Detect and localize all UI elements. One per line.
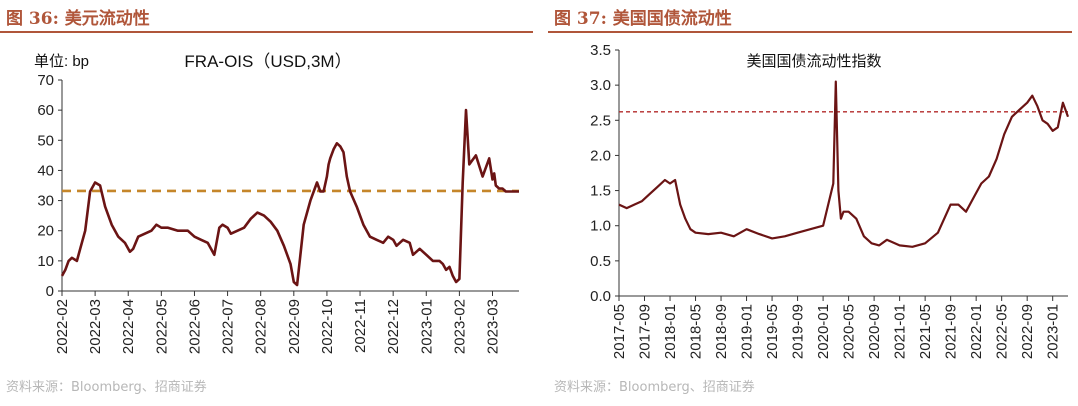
x-tick-label: 2019-09 — [790, 304, 807, 359]
x-tick-label: 2022-03 — [87, 299, 104, 354]
y-tick-label: 40 — [37, 162, 54, 179]
x-tick-label: 2022-08 — [253, 299, 270, 354]
y-tick-label: 0.5 — [590, 253, 611, 270]
y-tick-label: 3.0 — [590, 77, 611, 94]
x-tick-label: 2021-01 — [892, 304, 909, 359]
fra-ois-chart: 0 10 20 30 40 50 60 70 2022-02 2022-03 2022-04 2022… — [34, 52, 519, 354]
x-tick-label: 2021-05 — [917, 304, 934, 359]
x-tick-label: 2022-06 — [186, 299, 203, 354]
x-tick-label: 2021-09 — [943, 304, 960, 359]
y-tick-label: 0.0 — [590, 288, 611, 305]
x-tick-label: 2022-05 — [153, 299, 170, 354]
x-tick-label: 2022-09 — [286, 299, 303, 354]
title-rule — [0, 31, 533, 33]
y-tick-label: 60 — [37, 102, 54, 119]
chart-title: 美国国债流动性指数 — [746, 52, 881, 70]
figure-36-panel: 图 36: 美元流动性 0 10 20 30 40 50 60 70 2022-02 2022-0… — [0, 9, 533, 395]
x-tick-label: 2023-01 — [418, 299, 435, 354]
y-tick-label: 0 — [46, 283, 54, 300]
x-tick-label: 2019-05 — [764, 304, 781, 359]
chart-title: FRA-OIS（USD,3M） — [184, 52, 351, 71]
x-tick-label: 2023-03 — [485, 299, 502, 354]
x-tick-label: 2020-01 — [815, 304, 832, 359]
x-tick-label: 2022-07 — [220, 299, 237, 354]
y-tick-label: 2.5 — [590, 112, 611, 129]
figure-title: 图 37: 美国国债流动性 — [554, 9, 732, 29]
x-tick-label: 2022-05 — [994, 304, 1011, 359]
y-tick-label: 1.5 — [590, 183, 611, 200]
x-tick-label: 2017-09 — [637, 304, 654, 359]
x-tick-label: 2022-10 — [319, 299, 336, 354]
series-line — [60, 108, 519, 287]
figure-title: 图 36: 美元流动性 — [6, 9, 150, 29]
x-tick-label: 2020-09 — [866, 304, 883, 359]
x-tick-label: 2018-09 — [713, 304, 730, 359]
x-tick-label: 2018-01 — [662, 304, 679, 359]
source-note: 资料来源：Bloomberg、招商证券 — [554, 380, 755, 395]
x-tick-label: 2022-09 — [1019, 304, 1036, 359]
x-tick-label: 2022-02 — [54, 299, 71, 354]
x-tick-label: 2020-05 — [841, 304, 858, 359]
x-tick-label: 2019-01 — [739, 304, 756, 359]
y-tick-label: 50 — [37, 132, 54, 149]
x-tick-label: 2022-12 — [385, 299, 402, 354]
unit-label: 单位: bp — [34, 53, 89, 70]
y-tick-label: 1.0 — [590, 218, 611, 235]
series-line — [618, 80, 1070, 248]
source-note: 资料来源：Bloomberg、招商证券 — [6, 380, 207, 395]
x-tick-label: 2022-04 — [120, 299, 137, 354]
y-tick-label: 30 — [37, 193, 54, 210]
y-tick-label: 10 — [37, 253, 54, 270]
x-tick-label: 2017-05 — [611, 304, 628, 359]
figure-37-panel: 图 37: 美国国债流动性 0.0 0.5 1.0 1.5 2.0 2.5 3.0 3.5 20… — [548, 0, 1078, 406]
x-tick-label: 2018-05 — [688, 304, 705, 359]
x-tick-label: 2022-01 — [968, 304, 985, 359]
treasury-liquidity-chart: 0.0 0.5 1.0 1.5 2.0 2.5 3.0 3.5 2017-05 2017-09 20… — [590, 42, 1070, 359]
y-tick-label: 3.5 — [590, 42, 611, 59]
x-tick-label: 2023-01 — [1045, 304, 1062, 359]
y-tick-label: 2.0 — [590, 147, 611, 164]
y-tick-label: 70 — [37, 72, 54, 89]
y-tick-label: 20 — [37, 223, 54, 240]
x-tick-label: 2023-02 — [451, 299, 468, 354]
x-tick-label: 2022-11 — [352, 299, 369, 353]
title-rule — [548, 31, 1072, 33]
